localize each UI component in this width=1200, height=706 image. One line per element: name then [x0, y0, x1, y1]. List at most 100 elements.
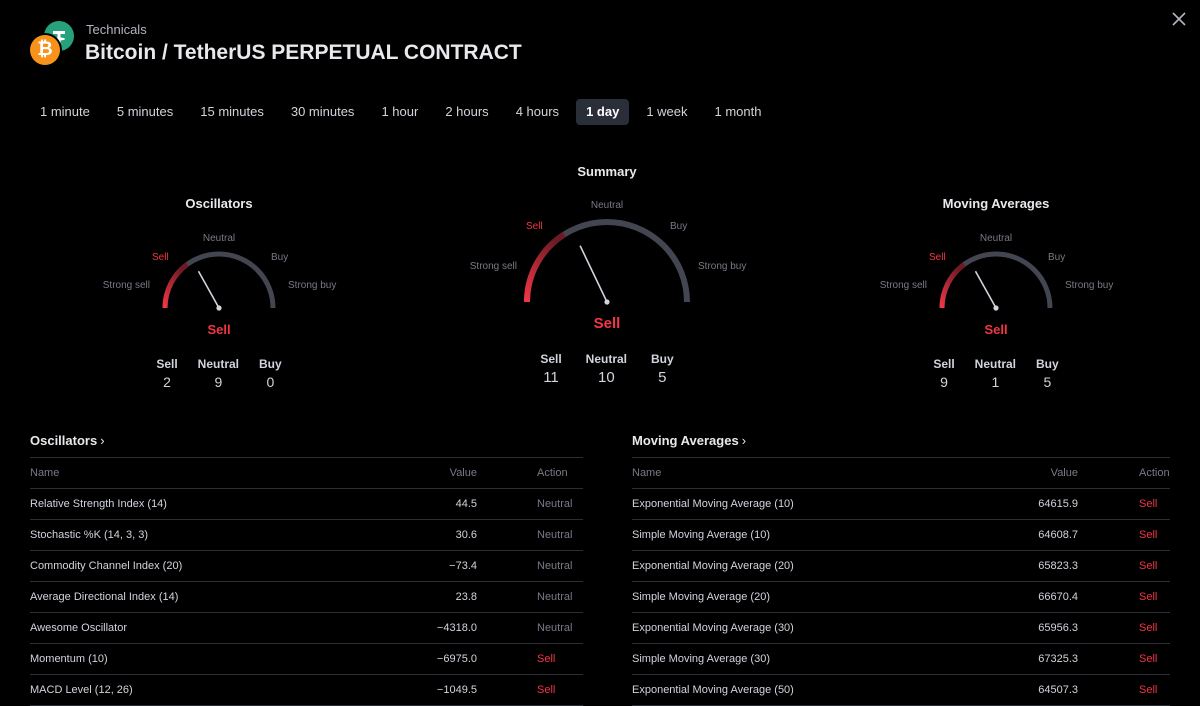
count-buy: Buy 5 [1036, 357, 1059, 390]
indicator-value: −6975.0 [436, 653, 477, 665]
oscillators-gauge: Oscillators Strong sell Sell Neutral Buy Stro… [99, 196, 339, 396]
indicator-action: Neutral [537, 560, 573, 572]
gauge-title: Oscillators [185, 196, 253, 211]
count-label: Sell [156, 357, 178, 371]
gauge-track [162, 251, 276, 309]
count-label: Buy [1036, 357, 1059, 371]
count-label: Neutral [585, 352, 628, 366]
gauge-label-strong-buy: Strong buy [1065, 280, 1114, 291]
table-row[interactable]: Exponential Moving Average (50) 64507.3 Se… [632, 675, 1170, 706]
count-value: 11 [543, 369, 559, 386]
gauge-label-strong-buy: Strong buy [288, 280, 337, 291]
table-row[interactable]: Simple Moving Average (10) 64608.7 Sell [632, 520, 1170, 551]
table-row[interactable]: Awesome Oscillator −4318.0 Neutral [30, 613, 583, 644]
gauge-label-strong-sell: Strong sell [879, 280, 927, 291]
moving-averages-gauge: Moving Averages Strong sell Sell Neutral Buy… [876, 196, 1116, 396]
column-header-value: Value [1050, 467, 1078, 479]
gauge-label-buy: Buy [670, 221, 688, 232]
gauge-label-buy: Buy [1048, 252, 1066, 263]
timeframe-tab[interactable]: 5 minutes [116, 104, 174, 119]
indicator-value: −1049.5 [436, 684, 477, 696]
timeframe-tab[interactable]: 1 month [714, 104, 762, 119]
summary-gauge: Summary Strong sell Sell Neutral Buy Strong b… [457, 164, 757, 396]
indicator-name: Exponential Moving Average (30) [632, 622, 794, 634]
indicator-value: 65956.3 [1038, 622, 1078, 634]
table-title: Moving Averages [632, 433, 739, 448]
gauge-label-neutral: Neutral [979, 233, 1013, 244]
count-value: 9 [214, 374, 223, 390]
count-sell: Sell 11 [540, 352, 561, 386]
table-row[interactable]: Exponential Moving Average (30) 65956.3 Se… [632, 613, 1170, 644]
table-row[interactable]: Stochastic %K (14, 3, 3) 30.6 Neutral [30, 520, 583, 551]
table-row[interactable]: Commodity Channel Index (20) −73.4 Neutral [30, 551, 583, 582]
close-button[interactable] [1168, 8, 1190, 30]
indicator-action: Sell [537, 653, 556, 665]
gauge-needle-pivot [604, 299, 610, 305]
indicator-name: Awesome Oscillator [30, 622, 127, 634]
indicator-name: Exponential Moving Average (20) [632, 560, 794, 572]
table-row[interactable]: Relative Strength Index (14) 44.5 Neutral [30, 489, 583, 520]
count-label: Buy [651, 352, 674, 366]
indicator-action: Sell [537, 684, 556, 696]
gauge-needle [974, 270, 997, 309]
indicator-name: Exponential Moving Average (50) [632, 684, 794, 696]
column-header-action: Action [1139, 467, 1170, 479]
indicator-value: 66670.4 [1038, 591, 1078, 603]
count-value: 5 [1043, 374, 1052, 390]
timeframe-tab[interactable]: 1 day [576, 99, 630, 125]
table-row[interactable]: Exponential Moving Average (20) 65823.3 Se… [632, 551, 1170, 582]
table-row[interactable]: Exponential Moving Average (10) 64615.9 Se… [632, 489, 1170, 520]
count-buy: Buy 0 [259, 357, 282, 390]
count-value: 2 [163, 374, 171, 390]
gauge-track [524, 219, 690, 303]
timeframe-tab[interactable]: 1 minute [40, 104, 90, 119]
indicator-name: Momentum (10) [30, 653, 108, 665]
table-title-link[interactable]: Oscillators › [30, 427, 583, 458]
indicator-action: Sell [1139, 498, 1158, 510]
indicator-action: Neutral [537, 622, 573, 634]
chevron-right-icon: › [100, 433, 105, 448]
timeframe-tab[interactable]: 4 hours [515, 104, 560, 119]
table-header-row: Name Value Action [30, 458, 583, 489]
gauge-label-strong-buy: Strong buy [698, 261, 747, 272]
timeframe-tab[interactable]: 1 week [646, 104, 688, 119]
gauge-label-neutral: Neutral [590, 200, 624, 211]
timeframe-tab[interactable]: 2 hours [445, 104, 489, 119]
table-row[interactable]: Simple Moving Average (20) 66670.4 Sell [632, 582, 1170, 613]
count-sell: Sell 9 [933, 357, 954, 390]
gauge-result: Sell [207, 322, 231, 337]
indicator-action: Sell [1139, 591, 1158, 603]
count-label: Sell [933, 357, 955, 371]
table-row[interactable]: Average Directional Index (14) 23.8 Neutra… [30, 582, 583, 613]
column-header-action: Action [537, 467, 568, 479]
gauge-sell-arc [162, 262, 189, 309]
count-neutral: Neutral 1 [975, 357, 1016, 390]
indicator-action: Neutral [537, 529, 573, 541]
timeframe-tab[interactable]: 1 hour [381, 104, 419, 119]
gauge-needle-pivot [993, 305, 999, 311]
count-neutral: Neutral 10 [586, 352, 627, 386]
count-buy: Buy 5 [651, 352, 674, 386]
table-row[interactable]: Simple Moving Average (30) 67325.3 Sell [632, 644, 1170, 675]
timeframe-tab[interactable]: 15 minutes [200, 104, 264, 119]
indicator-action: Sell [1139, 622, 1158, 634]
indicator-value: 67325.3 [1038, 653, 1078, 665]
table-row[interactable]: MACD Level (12, 26) −1049.5 Sell [30, 675, 583, 706]
gauge-dial [939, 251, 1053, 311]
close-icon [1172, 12, 1186, 26]
gauge-label-sell: Sell [152, 252, 169, 263]
count-value: 10 [598, 369, 615, 386]
gauge-label-sell: Sell [929, 252, 946, 263]
table-title-link[interactable]: Moving Averages › [632, 427, 1170, 458]
indicator-action: Sell [1139, 653, 1158, 665]
timeframe-tab[interactable]: 30 minutes [290, 104, 355, 119]
gauge-title: Summary [577, 164, 637, 179]
indicator-name: MACD Level (12, 26) [30, 684, 133, 696]
indicator-name: Average Directional Index (14) [30, 591, 179, 603]
count-value: 1 [991, 374, 1000, 390]
indicator-name: Simple Moving Average (30) [632, 653, 770, 665]
count-value: 9 [940, 374, 948, 390]
indicator-action: Neutral [537, 591, 573, 603]
indicator-action: Sell [1139, 529, 1158, 541]
table-row[interactable]: Momentum (10) −6975.0 Sell [30, 644, 583, 675]
